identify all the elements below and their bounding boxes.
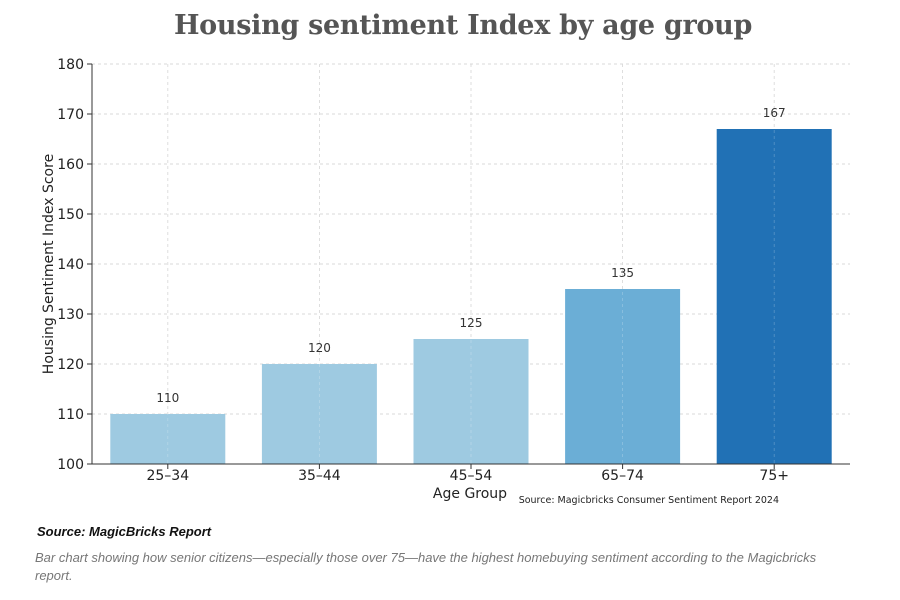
y-tick-label: 170 (57, 107, 84, 123)
y-tick-label: 150 (57, 207, 84, 223)
bar-value-label: 167 (763, 106, 786, 120)
axes-layer (87, 63, 850, 469)
footer-caption: Bar chart showing how senior citizens—es… (35, 550, 817, 583)
bar-chart: 100 110 120 130 140 150 160 170 180 110 25–34 120 35… (41, 57, 850, 506)
chart-source-note: Source: Magicbricks Consumer Sentiment R… (519, 495, 779, 506)
x-tick-label: 75+ (759, 468, 789, 484)
y-tick-label: 160 (57, 157, 84, 173)
bar (413, 339, 529, 464)
x-tick-label: 35–44 (298, 468, 341, 484)
bars-layer (110, 64, 832, 464)
x-axis-title: Age Group (433, 486, 507, 502)
y-axis-title: Housing Sentiment Index Score (41, 154, 57, 374)
labels-layer: 100 110 120 130 140 150 160 170 180 110 25–34 120 35… (41, 57, 789, 506)
footer-source: Source: MagicBricks Report (37, 524, 212, 539)
y-tick-label: 110 (57, 407, 84, 423)
y-tick-label: 130 (57, 307, 84, 323)
bar (716, 129, 832, 464)
bar-value-label: 125 (460, 316, 483, 330)
x-tick-label: 45–54 (450, 468, 493, 484)
bar-value-label: 120 (308, 341, 331, 355)
chart-title: Housing sentiment Index by age group (173, 10, 753, 41)
bar (110, 414, 226, 464)
y-tick-label: 180 (57, 57, 84, 73)
y-tick-label: 120 (57, 357, 84, 373)
bar-value-label: 110 (156, 391, 179, 405)
bar (261, 364, 377, 464)
x-tick-label: 65–74 (601, 468, 644, 484)
y-tick-label: 140 (57, 257, 84, 273)
bar (565, 289, 681, 464)
x-tick-label: 25–34 (146, 468, 189, 484)
y-tick-label: 100 (57, 457, 84, 473)
bar-value-label: 135 (611, 266, 634, 280)
